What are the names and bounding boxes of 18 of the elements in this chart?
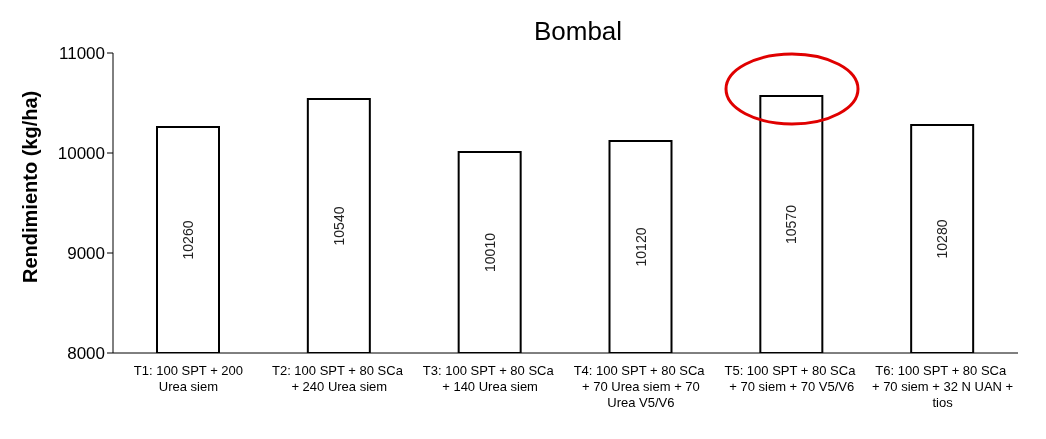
x-tick-label: T6: 100 SPT + 80 SCa + 70 siem + 32 N UAN + tios: [871, 363, 1014, 410]
data-label: 10540: [330, 206, 347, 246]
x-tick-label: T3: 100 SPT + 80 SCa + 140 Urea siem: [422, 363, 558, 394]
x-tick-label: T1: 100 SPT + 200 Urea siem: [133, 363, 244, 394]
data-label: 10120: [632, 227, 649, 267]
data-label: 10010: [481, 232, 498, 272]
y-tick-label: 10000: [57, 144, 105, 164]
y-tick-label: 8000: [67, 344, 105, 364]
data-label: 10280: [934, 219, 951, 259]
y-tick-label: 9000: [67, 244, 105, 264]
x-tick-label: T4: 100 SPT + 80 SCa + 70 Urea siem + 70 Urea V5/V6: [573, 363, 709, 410]
y-tick-label: 11000: [58, 44, 105, 64]
chart-title: Bombal: [533, 16, 623, 46]
x-tick-label: T2: 100 SPT + 80 SCa + 240 Urea siem: [271, 363, 407, 394]
data-label: 10570: [783, 204, 800, 244]
y-axis-title: Rendimiento (kg/ha): [19, 90, 42, 283]
x-tick-label: T5: 100 SPT + 80 SCa + 70 siem + 70 V5/V6: [724, 363, 860, 394]
data-label: 10260: [180, 220, 196, 260]
